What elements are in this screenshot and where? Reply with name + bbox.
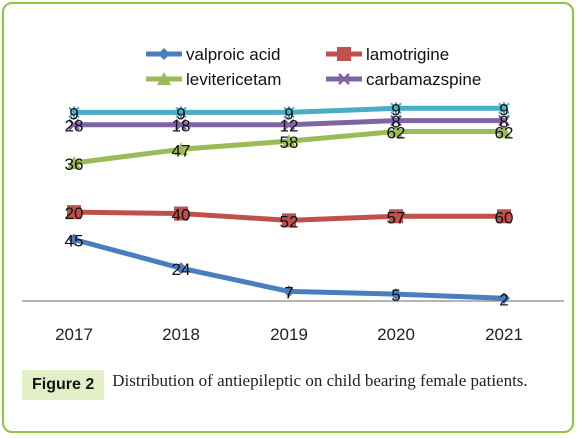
data-label: 8 [391, 113, 400, 132]
data-point [390, 288, 402, 301]
data-label: 9 [176, 104, 185, 123]
data-point [157, 72, 171, 85]
x-tick-label: 2017 [55, 325, 93, 344]
data-point [175, 262, 187, 275]
data-label: 40 [172, 206, 191, 225]
legend-item: valproic acid [146, 45, 281, 64]
data-point [283, 285, 295, 298]
data-point [497, 209, 511, 224]
data-label: 5 [391, 286, 400, 305]
data-point [67, 205, 81, 220]
data-point [175, 118, 187, 131]
data-point [282, 134, 296, 148]
data-label: 62 [387, 124, 406, 143]
figure-label: Figure 2 [22, 370, 105, 400]
data-point [283, 118, 295, 131]
data-point [68, 118, 80, 131]
x-tick-label: 2021 [485, 325, 523, 344]
data-point [174, 206, 188, 221]
data-label: 9 [69, 104, 78, 123]
data-label: 9 [499, 100, 508, 119]
data-label: 58 [280, 133, 299, 152]
data-label: 36 [65, 155, 84, 174]
data-point [338, 73, 350, 85]
data-point [389, 209, 403, 224]
data-label: 9 [391, 100, 400, 119]
data-point [158, 48, 170, 60]
legend-item: lamotrigine [326, 45, 449, 64]
x-tick-label: 2019 [270, 325, 308, 344]
x-tick-label: 2020 [377, 325, 415, 344]
legend-label: levitericetam [186, 70, 281, 89]
data-label: 60 [495, 208, 514, 227]
x-tick-label: 2018 [162, 325, 200, 344]
legend-item: carbamazspine [326, 70, 481, 89]
series-lamotrigine: 20 40 52 57 60 [65, 204, 514, 231]
legend-label: valproic acid [186, 45, 281, 64]
legend-label: lamotrigine [366, 45, 449, 64]
data-label: 62 [495, 124, 514, 143]
series-levitericetam: 36 47 58 62 62 [65, 124, 514, 174]
data-point [282, 213, 296, 228]
data-label: 2 [499, 290, 508, 309]
data-label: 8 [499, 113, 508, 132]
data-point [390, 114, 402, 127]
data-point [498, 292, 510, 305]
series-valproic-acid: 45 24 7 5 2 [65, 232, 510, 309]
data-point [389, 124, 403, 138]
data-label: 52 [280, 212, 299, 231]
data-point [174, 142, 188, 156]
data-label: 28 [65, 117, 84, 136]
data-label: 47 [172, 141, 191, 160]
data-point [337, 47, 351, 61]
data-point [67, 155, 81, 169]
data-point [175, 106, 187, 119]
data-point [498, 102, 510, 115]
data-label: 9 [284, 104, 293, 123]
data-point [498, 114, 510, 127]
data-point [68, 233, 80, 246]
data-point [497, 124, 511, 138]
data-label: 18 [172, 117, 191, 136]
data-label: 20 [65, 204, 84, 223]
caption-text: Distribution of antiepileptic on child b… [112, 371, 528, 390]
data-label: 7 [284, 283, 293, 302]
data-point [283, 106, 295, 119]
series-carbamazspine: 28 18 12 8 8 [65, 113, 510, 136]
legend-item: levitericetam [146, 70, 281, 89]
legend-label: carbamazspine [366, 70, 481, 89]
figure-caption: Figure 2 Distribution of antiepileptic o… [22, 370, 562, 400]
data-label: 12 [280, 117, 299, 136]
data-label: 57 [387, 208, 406, 227]
figure-frame [2, 2, 574, 433]
data-label: 24 [172, 260, 191, 279]
series-unnamed: 9 9 9 9 9 [68, 100, 510, 123]
data-label: 45 [65, 232, 84, 251]
data-point [68, 106, 80, 119]
data-point [390, 102, 402, 115]
